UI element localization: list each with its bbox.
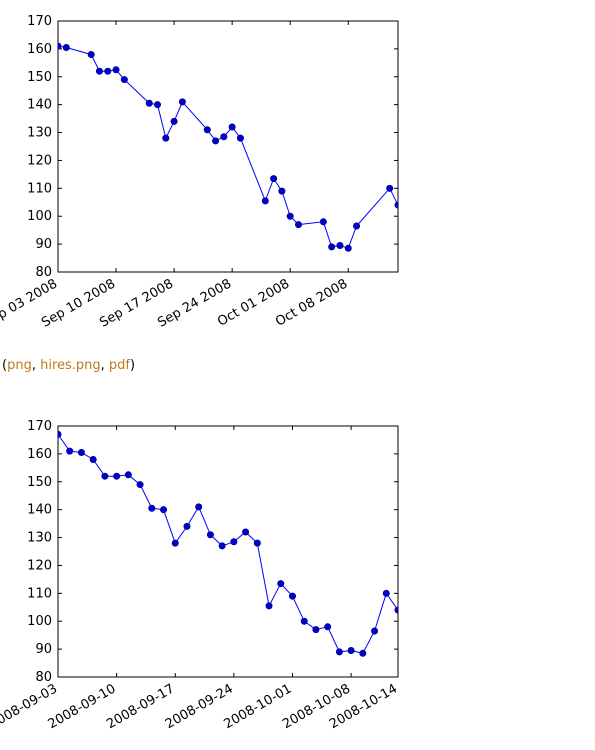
data-point	[148, 504, 156, 512]
links-separator: ,	[100, 358, 109, 373]
data-point	[335, 648, 343, 656]
data-point	[206, 531, 214, 539]
plot-frame	[57, 425, 399, 678]
data-point	[195, 503, 203, 511]
data-point	[218, 542, 226, 550]
data-point	[58, 42, 62, 50]
data-point	[228, 123, 236, 131]
y-tick-label: 90	[35, 642, 52, 657]
data-point	[319, 218, 327, 226]
data-point	[145, 99, 153, 107]
data-point	[236, 134, 244, 142]
y-tick-label: 110	[27, 586, 52, 601]
data-point	[294, 221, 302, 229]
data-point	[66, 447, 74, 455]
data-point	[359, 649, 367, 657]
data-point	[77, 448, 85, 456]
data-point	[230, 538, 238, 546]
data-series	[58, 430, 398, 657]
links-separator: ,	[31, 358, 41, 373]
y-tick-label: 80	[35, 670, 52, 685]
data-point	[328, 243, 336, 251]
data-point	[253, 539, 261, 547]
data-point	[183, 522, 191, 530]
data-point	[203, 126, 211, 134]
data-series	[58, 42, 398, 252]
y-tick-label: 100	[27, 209, 52, 224]
data-point	[113, 472, 121, 480]
data-point	[386, 184, 394, 192]
data-point	[353, 222, 361, 230]
download-links: (png, hires.png, pdf)	[2, 358, 135, 373]
data-point	[160, 506, 168, 514]
data-point	[62, 43, 70, 51]
y-tick-label: 170	[27, 14, 52, 29]
data-point	[371, 627, 379, 635]
y-tick-label: 130	[27, 531, 52, 546]
data-point	[288, 592, 296, 600]
y-tick-label: 140	[27, 98, 52, 113]
pdf-link[interactable]: pdf	[108, 358, 131, 373]
y-tick-label: 140	[27, 503, 52, 518]
data-point	[171, 539, 179, 547]
data-point	[124, 471, 132, 479]
data-point	[170, 117, 178, 125]
plot-frame	[57, 20, 399, 273]
data-point	[394, 606, 398, 614]
data-point	[101, 472, 109, 480]
y-tick-label: 80	[35, 265, 52, 280]
y-tick-label: 120	[27, 153, 52, 168]
y-tick-label: 160	[27, 447, 52, 462]
data-point	[178, 98, 186, 106]
data-point	[104, 67, 112, 75]
png-link[interactable]: png	[7, 358, 32, 373]
links-open-paren: (	[2, 358, 8, 373]
data-point	[112, 66, 120, 74]
data-point	[136, 481, 144, 489]
data-point	[242, 528, 250, 536]
data-point	[344, 244, 352, 252]
y-tick-label: 150	[27, 70, 52, 85]
data-point	[58, 430, 62, 438]
data-point	[120, 76, 128, 84]
data-point	[162, 134, 170, 142]
data-point	[95, 67, 103, 75]
y-tick-label: 120	[27, 558, 52, 573]
data-point	[324, 623, 332, 631]
hires-png-link[interactable]: hires.png	[40, 358, 101, 373]
data-point	[277, 580, 285, 588]
data-point	[220, 133, 228, 141]
data-point	[336, 242, 344, 250]
y-tick-label: 170	[27, 419, 52, 434]
data-point	[265, 602, 273, 610]
index-axis-chart: 80901001101201301401501601702008-09-0320…	[0, 419, 400, 732]
data-point	[89, 455, 97, 463]
y-tick-label: 110	[27, 181, 52, 196]
links-close-paren: )	[130, 358, 136, 373]
data-point	[87, 50, 95, 58]
data-point	[278, 187, 286, 195]
y-tick-label: 150	[27, 475, 52, 490]
y-tick-label: 160	[27, 42, 52, 57]
data-point	[312, 626, 320, 634]
data-point	[286, 212, 294, 220]
data-point	[347, 647, 355, 655]
data-point	[394, 201, 398, 209]
data-point	[154, 101, 162, 109]
data-point	[382, 589, 390, 597]
data-point	[261, 197, 269, 205]
y-tick-label: 130	[27, 126, 52, 141]
data-point	[212, 137, 220, 145]
data-point	[270, 175, 278, 183]
y-tick-label: 90	[35, 237, 52, 252]
data-point	[300, 617, 308, 625]
y-tick-label: 100	[27, 614, 52, 629]
